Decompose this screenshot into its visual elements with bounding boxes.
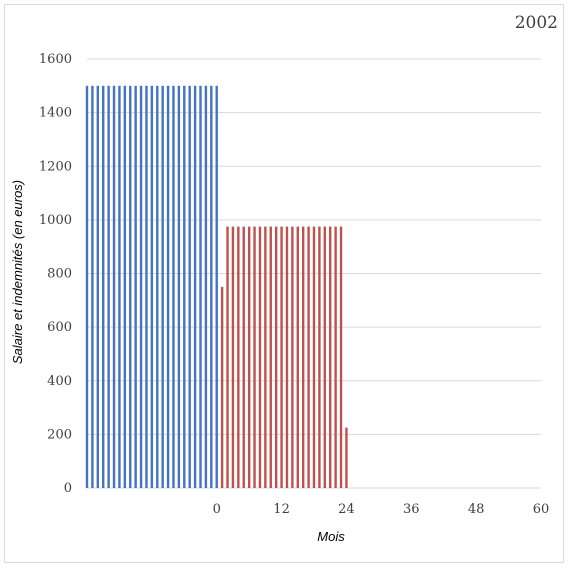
x-tick-label: 0: [213, 502, 221, 517]
allowance-bar: [329, 226, 332, 488]
salary-bar: [123, 85, 127, 488]
allowance-bar: [285, 226, 289, 488]
salary-bar: [204, 85, 208, 488]
y-tick-label: 1600: [39, 52, 72, 67]
allowance-bar: [237, 226, 240, 488]
x-tick-label: 24: [338, 502, 355, 517]
allowance-bar: [274, 226, 278, 488]
salary-bar: [150, 85, 154, 488]
x-tick-labels: 0 12 24 36 48 60: [213, 502, 550, 517]
salary-bar: [172, 85, 175, 488]
y-tick-label: 200: [47, 427, 72, 442]
allowance-bar: [280, 226, 283, 488]
allowance-bar: [301, 226, 305, 488]
salary-bar: [102, 85, 105, 488]
salary-bar: [177, 85, 181, 488]
x-tick-label: 48: [468, 502, 485, 517]
salary-bar: [215, 85, 218, 488]
salary-bar: [161, 85, 164, 488]
allowance-bar: [291, 226, 294, 488]
allowance-bar: [242, 226, 245, 488]
allowance-bar: [220, 286, 224, 488]
y-axis-title: Salaire et indemnités (en euros): [10, 180, 25, 364]
allowance-bar: [339, 226, 343, 488]
allowance-bar: [269, 226, 272, 488]
allowance-bar: [345, 427, 348, 488]
y-tick-label: 800: [47, 267, 72, 282]
x-tick-label: 60: [533, 502, 550, 517]
salary-bar: [129, 85, 132, 488]
salary-bar: [118, 85, 121, 488]
allowance-bar: [296, 226, 299, 488]
salary-bar: [112, 85, 116, 488]
salary-bar: [156, 85, 159, 488]
x-tick-label: 12: [273, 502, 290, 517]
salary-bar: [91, 85, 94, 488]
salary-bar: [199, 85, 202, 488]
salary-bar: [166, 85, 170, 488]
allowance-bar: [264, 226, 267, 488]
allowance-bar: [226, 226, 229, 488]
chart-title: 2002: [515, 13, 558, 33]
allowance-bar: [231, 226, 235, 488]
y-tick-label: 1000: [39, 213, 72, 228]
x-tick-label: 36: [403, 502, 420, 517]
allowance-bar: [253, 226, 256, 488]
salary-bar: [85, 85, 89, 488]
y-tick-label: 600: [47, 320, 72, 335]
x-axis-title: Mois: [317, 529, 345, 544]
salary-bar: [134, 85, 137, 488]
allowance-bar: [307, 226, 310, 488]
y-tick-labels: 0 200 400 600 800 1000 1200 1400 1600: [39, 52, 72, 496]
allowance-bar: [312, 226, 316, 488]
salary-bar: [183, 85, 186, 488]
salary-bar: [210, 85, 213, 488]
y-tick-label: 400: [47, 374, 72, 389]
bars: [85, 85, 348, 488]
salary-bar: [107, 85, 110, 488]
salary-bar: [96, 85, 100, 488]
allowance-bar: [334, 226, 337, 488]
allowance-bar: [323, 226, 327, 488]
salary-bar: [193, 85, 197, 488]
salary-bar: [139, 85, 143, 488]
salary-bar: [145, 85, 148, 488]
allowance-bar: [247, 226, 251, 488]
y-tick-label: 1400: [39, 106, 72, 121]
salary-bar: [188, 85, 191, 488]
y-tick-label: 1200: [39, 159, 72, 174]
allowance-bar: [318, 226, 321, 488]
y-tick-label: 0: [64, 481, 72, 496]
allowance-bar: [258, 226, 262, 488]
